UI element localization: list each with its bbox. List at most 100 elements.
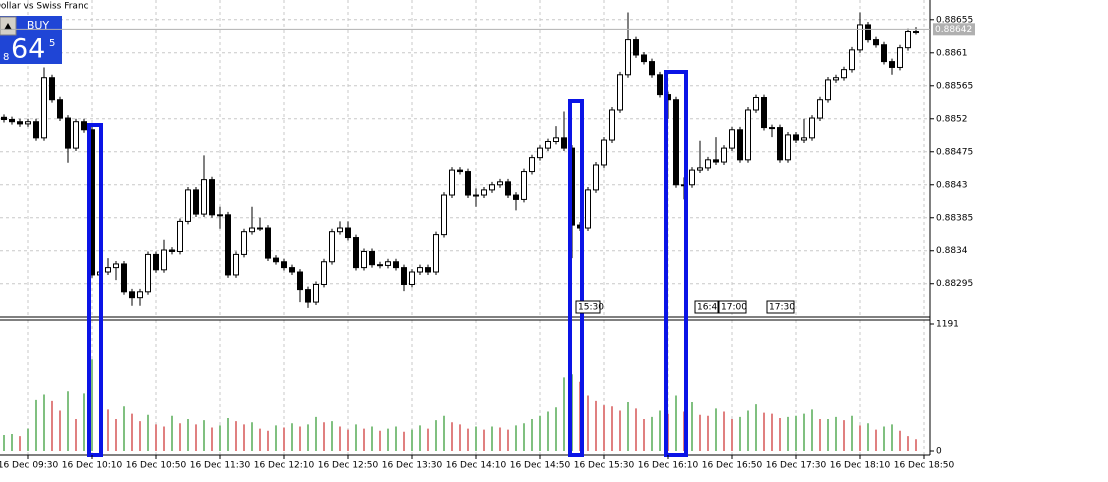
candle-body	[209, 179, 215, 216]
y-tick-label: 0.88295	[936, 279, 973, 289]
candle-body	[801, 137, 807, 141]
buy-label: BUY	[27, 19, 50, 32]
candle-body	[897, 47, 903, 68]
candle-body	[585, 189, 591, 229]
candle-body	[633, 39, 639, 56]
candle-body	[489, 184, 495, 191]
highlight-box	[87, 123, 103, 457]
candle-body	[177, 220, 183, 252]
candle-body	[81, 121, 87, 131]
candle-body	[153, 253, 159, 271]
time-marker: 17:00	[721, 303, 747, 313]
candle-body	[481, 189, 487, 196]
candle-body	[361, 250, 367, 269]
candle-body	[601, 139, 607, 166]
candle-body	[497, 181, 503, 186]
candle-body	[449, 169, 455, 196]
candle-body	[473, 194, 479, 197]
y2-tick-label: 1191	[936, 319, 959, 329]
candle-body	[649, 61, 655, 76]
candle-body	[273, 257, 279, 263]
candle-body	[257, 227, 263, 230]
candle-body	[409, 271, 415, 285]
candle-body	[265, 227, 271, 259]
candle-body	[833, 77, 839, 81]
x-tick-label: 16 Dec 11:30	[190, 461, 251, 471]
x-tick-label: 16 Dec 16:50	[702, 461, 763, 471]
bid-label-box	[933, 23, 975, 36]
candle-body	[169, 249, 175, 252]
candle-body	[137, 291, 143, 299]
candle-body	[17, 121, 23, 125]
candle-body	[225, 214, 231, 276]
x-tick-label: 16 Dec 14:10	[446, 461, 507, 471]
candle-body	[249, 227, 255, 233]
candle-body	[377, 264, 383, 267]
candle-body	[761, 97, 767, 129]
candle-body	[529, 157, 535, 173]
candle-body	[201, 179, 207, 215]
candle-body	[881, 44, 887, 63]
candle-body	[281, 261, 287, 269]
candle-body	[121, 263, 127, 293]
candle-body	[609, 109, 615, 141]
y-tick-label: 0.8852	[936, 114, 968, 124]
time-marker: 16:45	[697, 303, 723, 313]
y-tick-label: 0.88565	[936, 81, 973, 91]
candle-body	[353, 237, 359, 269]
candle-body	[913, 31, 919, 34]
candle-body	[241, 231, 247, 255]
candle-body	[217, 214, 223, 217]
candle-body	[313, 283, 319, 303]
candle-body	[873, 39, 879, 46]
candle-body	[329, 231, 335, 263]
candle-body	[513, 194, 519, 200]
candle-body	[729, 129, 735, 149]
candle-body	[545, 141, 551, 149]
candle-body	[49, 77, 55, 101]
highlight-box	[568, 99, 584, 457]
candle-body	[713, 159, 719, 163]
candle-body	[593, 164, 599, 191]
candle-body	[425, 267, 431, 273]
candle-body	[617, 74, 623, 111]
candle-body	[417, 267, 423, 273]
candle-body	[345, 227, 351, 239]
candle-body	[113, 263, 119, 269]
arrow-icon	[4, 23, 12, 30]
x-tick-label: 16 Dec 15:30	[574, 461, 635, 471]
chart-title: Dollar vs Swiss Franc	[0, 2, 89, 12]
candle-body	[129, 291, 135, 299]
x-tick-label: 16 Dec 10:10	[62, 461, 123, 471]
time-marker-box	[766, 300, 795, 314]
candle-body	[745, 109, 751, 161]
y2-tick-label: 0	[936, 447, 942, 457]
y-tick-label: 0.88655	[936, 15, 973, 25]
price-suffix: 5	[49, 38, 55, 49]
candle-body	[297, 271, 303, 291]
candle-body	[393, 261, 399, 269]
candle-body	[33, 121, 39, 139]
candle-body	[785, 134, 791, 161]
candle-body	[809, 117, 815, 139]
candle-body	[689, 169, 695, 186]
candle-body	[825, 79, 831, 101]
price-big: 64	[11, 34, 45, 65]
price-prefix: 8	[3, 52, 9, 63]
time-marker-box	[575, 300, 601, 314]
candle-body	[737, 129, 743, 161]
candle-body	[625, 39, 631, 76]
candle-body	[841, 69, 847, 79]
candle-body	[721, 147, 727, 163]
candle-body	[73, 121, 79, 149]
candle-body	[321, 261, 327, 285]
buy-panel[interactable]: BUY 8 64 5	[0, 16, 62, 65]
candle-body	[705, 159, 711, 169]
candle-body	[185, 189, 191, 222]
candle-body	[817, 99, 823, 119]
highlight-box	[664, 70, 688, 457]
candle-body	[889, 61, 895, 68]
x-tick-label: 16 Dec 10:50	[126, 461, 187, 471]
candle-body	[673, 99, 679, 186]
